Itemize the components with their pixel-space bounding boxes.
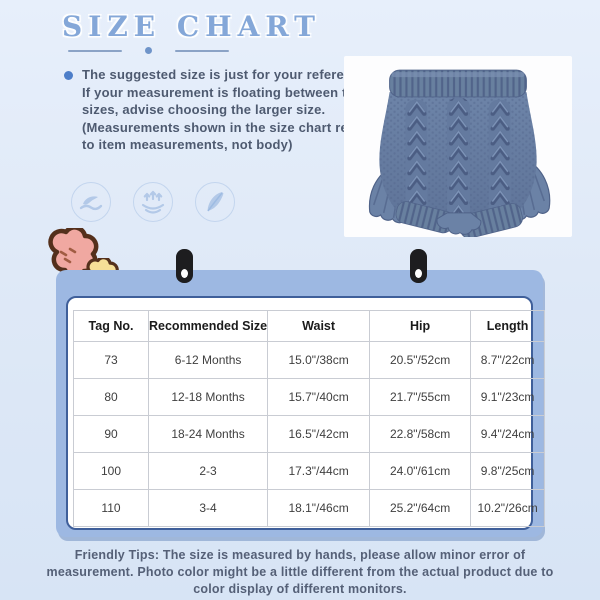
cell-length: 9.4"/24cm (470, 415, 546, 453)
column-header-hip: Hip (369, 310, 472, 342)
cell-length: 9.1"/23cm (470, 378, 546, 416)
cell-hip: 22.8"/58cm (369, 415, 472, 453)
table-row: 80 12-18 Months 15.7"/40cm 21.7"/55cm 9.… (73, 378, 546, 416)
cell-length: 10.2"/26cm (470, 489, 546, 527)
cell-waist: 18.1"/46cm (267, 489, 371, 527)
column-header-recommended-size: Recommended Size (147, 310, 269, 342)
cell-size: 3-4 (147, 489, 269, 527)
cell-size: 12-18 Months (147, 378, 269, 416)
table-header-row: Tag No. Recommended Size Waist Hip Lengt… (73, 310, 546, 342)
cell-tag: 90 (73, 415, 149, 453)
breathable-icon (133, 182, 173, 222)
cell-hip: 20.5"/52cm (369, 341, 472, 379)
breathable-glyph (141, 190, 165, 214)
soft-touch-glyph (79, 196, 103, 211)
title-divider-dot (145, 47, 152, 54)
table-row: 110 3-4 18.1"/46cm 25.2"/64cm 10.2"/26cm (73, 489, 546, 527)
cell-length: 8.7"/22cm (470, 341, 546, 379)
column-header-length: Length (470, 310, 546, 342)
cell-waist: 15.7"/40cm (267, 378, 371, 416)
cell-tag: 110 (73, 489, 149, 527)
clip-icon (176, 249, 193, 283)
cell-size: 18-24 Months (147, 415, 269, 453)
table-row: 100 2-3 17.3"/44cm 24.0"/61cm 9.8"/25cm (73, 452, 546, 490)
cell-waist: 16.5"/42cm (267, 415, 371, 453)
lightweight-icon (195, 182, 235, 222)
page-title: SIZE CHART (62, 10, 321, 43)
clip-hole (415, 269, 422, 278)
cell-size: 6-12 Months (147, 341, 269, 379)
cell-hip: 24.0"/61cm (369, 452, 472, 490)
clip-hole (181, 269, 188, 278)
knit-bloomer-image (368, 69, 551, 239)
lightweight-glyph (207, 192, 224, 212)
column-header-waist: Waist (267, 310, 371, 342)
clip-icon (410, 249, 427, 283)
title-divider-right (175, 50, 229, 52)
cell-size: 2-3 (147, 452, 269, 490)
product-photo (344, 56, 572, 239)
title-divider-left (68, 50, 122, 52)
soft-touch-icon (71, 182, 111, 222)
friendly-tips-text: Friendly Tips: The size is measured by h… (46, 548, 554, 596)
cell-length: 9.8"/25cm (470, 452, 546, 490)
cell-tag: 100 (73, 452, 149, 490)
cell-hip: 25.2"/64cm (369, 489, 472, 527)
table-row: 73 6-12 Months 15.0"/38cm 20.5"/52cm 8.7… (73, 341, 546, 379)
cell-tag: 80 (73, 378, 149, 416)
cell-waist: 15.0"/38cm (267, 341, 371, 379)
cell-waist: 17.3"/44cm (267, 452, 371, 490)
cell-tag: 73 (73, 341, 149, 379)
size-table: Tag No. Recommended Size Waist Hip Lengt… (73, 310, 546, 527)
size-note-text: The suggested size is just for your refe… (82, 67, 371, 152)
note-bullet-icon (64, 71, 73, 80)
column-header-tag-no: Tag No. (73, 310, 149, 342)
table-row: 90 18-24 Months 16.5"/42cm 22.8"/58cm 9.… (73, 415, 546, 453)
cell-hip: 21.7"/55cm (369, 378, 472, 416)
